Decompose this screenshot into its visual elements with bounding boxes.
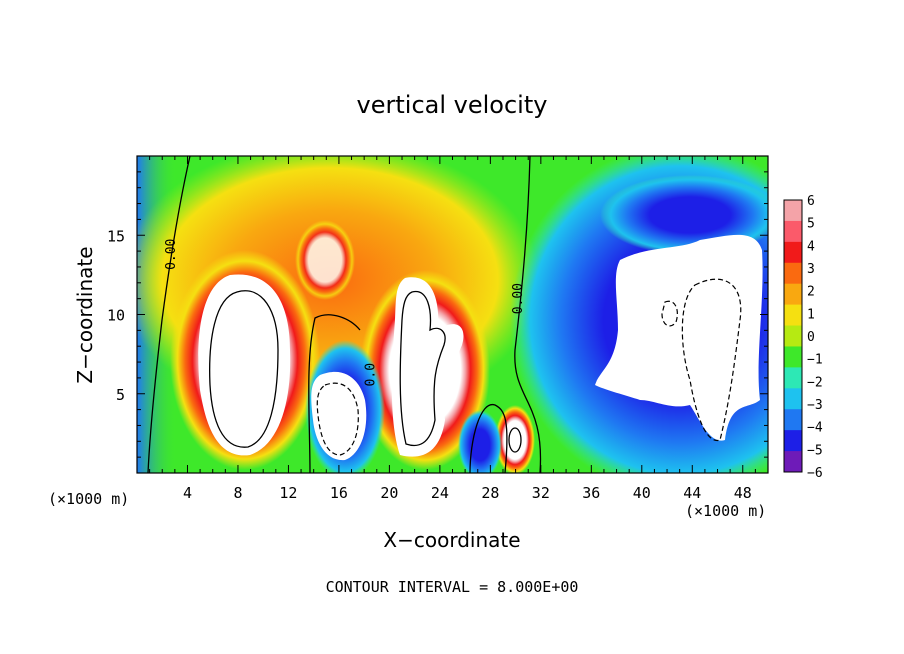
x-axis-unit-left: (×1000 m) bbox=[48, 490, 129, 508]
colorbar-swatch bbox=[784, 220, 802, 243]
contour-zero bbox=[308, 314, 361, 473]
contour-zero bbox=[514, 156, 542, 473]
updraft-region bbox=[295, 220, 355, 300]
x-tick-label: 28 bbox=[481, 484, 499, 502]
downdraft-region bbox=[600, 175, 768, 255]
y-axis: 5 10 15 bbox=[107, 171, 768, 458]
colorbar-swatch bbox=[784, 241, 802, 264]
colorbar-swatch bbox=[784, 409, 802, 431]
y-tick-label: 5 bbox=[116, 386, 125, 404]
colorbar-frame bbox=[783, 199, 803, 473]
x-tick-label: 32 bbox=[532, 484, 550, 502]
colorbar-label: −6 bbox=[807, 466, 823, 481]
chart-title: vertical velocity bbox=[357, 91, 548, 119]
contour-label: 0.00 bbox=[164, 239, 179, 270]
contour-zero bbox=[469, 404, 508, 473]
colorbar-label: −2 bbox=[807, 375, 823, 390]
updraft-core bbox=[198, 274, 291, 456]
y-axis-label: Z−coordinate bbox=[73, 246, 97, 383]
x-tick-label: 44 bbox=[683, 484, 701, 502]
downdraft-core bbox=[311, 371, 367, 461]
colorbar-label: −1 bbox=[807, 353, 823, 368]
x-tick-label: 24 bbox=[431, 484, 449, 502]
contour-label: 0.0 bbox=[363, 363, 378, 386]
contour-level bbox=[209, 290, 279, 448]
y-tick-label: 15 bbox=[107, 227, 125, 245]
x-axis-label: X−coordinate bbox=[383, 528, 520, 552]
colorbar-swatch bbox=[784, 430, 802, 452]
colorbar-swatch bbox=[784, 262, 802, 285]
colorbar-swatch bbox=[784, 200, 802, 222]
updraft-core bbox=[391, 277, 464, 457]
x-tick-label: 4 bbox=[183, 484, 192, 502]
colorbar-label: 5 bbox=[807, 217, 815, 232]
colorbar-label: 1 bbox=[807, 307, 815, 322]
contour-negative bbox=[661, 300, 678, 327]
contour-zero bbox=[147, 156, 191, 473]
colorbar-swatch bbox=[784, 451, 802, 473]
colorbar-label: 3 bbox=[807, 262, 815, 277]
colorbar-label: −5 bbox=[807, 443, 823, 458]
contour-label: 0.00 bbox=[511, 283, 526, 314]
x-tick-label: 48 bbox=[734, 484, 752, 502]
colorbar-swatch bbox=[784, 367, 802, 389]
x-tick-label: 40 bbox=[633, 484, 651, 502]
contour-negative bbox=[316, 382, 359, 456]
colorbar-label: 2 bbox=[807, 285, 815, 300]
colorbar-swatch bbox=[784, 388, 802, 410]
contour-level bbox=[399, 291, 446, 447]
colorbar-swatch bbox=[784, 304, 802, 327]
contour-negative bbox=[681, 278, 742, 441]
colorbar-label: 0 bbox=[807, 330, 815, 345]
colorbar-label: −3 bbox=[807, 398, 823, 413]
heatmap-field bbox=[137, 156, 768, 473]
x-tick-label: 36 bbox=[582, 484, 600, 502]
colorbar-label: −4 bbox=[807, 421, 823, 436]
contour-level bbox=[508, 427, 522, 453]
contour-labels: 0.00 0.00 0.0 bbox=[164, 239, 526, 387]
x-tick-label: 8 bbox=[233, 484, 242, 502]
colorbar-swatch bbox=[784, 283, 802, 306]
colorbar-swatch bbox=[784, 346, 802, 368]
x-tick-label: 12 bbox=[279, 484, 297, 502]
contour-interval-note: CONTOUR INTERVAL = 8.000E+00 bbox=[326, 578, 579, 596]
colorbar-label: 4 bbox=[807, 239, 815, 254]
downdraft-core bbox=[595, 234, 763, 441]
colorbar: 6 5 4 3 2 1 0 −1 −2 −3 −4 −5 −6 bbox=[783, 194, 823, 481]
x-axis: 4 8 12 16 20 24 28 32 36 40 44 48 bbox=[149, 156, 756, 502]
y-tick-label: 10 bbox=[107, 307, 125, 325]
colorbar-label: 6 bbox=[807, 194, 815, 209]
x-tick-label: 16 bbox=[330, 484, 348, 502]
x-axis-unit-right: (×1000 m) bbox=[685, 502, 766, 520]
x-tick-label: 20 bbox=[380, 484, 398, 502]
downdraft-region bbox=[458, 410, 502, 473]
colorbar-swatch bbox=[784, 325, 802, 347]
